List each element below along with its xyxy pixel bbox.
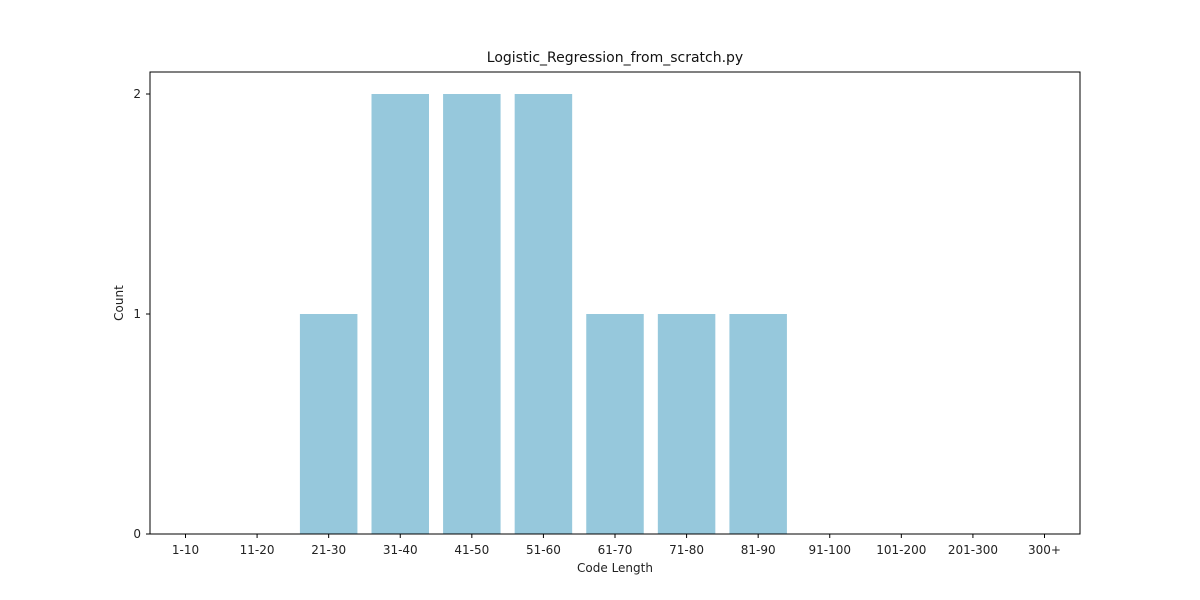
bar-61-70 [586, 314, 644, 534]
y-tick-label: 0 [133, 527, 141, 541]
bar-31-40 [371, 94, 429, 534]
bars-layer [299, 94, 787, 534]
x-tick-label: 1-10 [172, 543, 199, 557]
x-tick-label: 81-90 [741, 543, 776, 557]
bar-21-30 [299, 314, 358, 534]
x-tick-label: 300+ [1028, 543, 1061, 557]
bar-41-50 [443, 94, 501, 534]
x-tick-label: 101-200 [876, 543, 926, 557]
x-tick-label: 91-100 [808, 543, 851, 557]
x-tick-label: 11-20 [240, 543, 275, 557]
x-axis-title: Code Length [577, 561, 653, 575]
chart-title: Logistic_Regression_from_scratch.py [487, 50, 743, 66]
x-axis: 1-10 11-20 21-30 31-40 41-50 51-60 61-70 71-80 8… [172, 534, 1061, 557]
bar-51-60 [514, 94, 573, 534]
x-tick-label: 51-60 [526, 543, 561, 557]
y-tick-label: 1 [133, 307, 141, 321]
x-tick-label: 31-40 [383, 543, 418, 557]
x-tick-label: 201-300 [948, 543, 998, 557]
y-axis: 0 1 2 [133, 87, 150, 541]
bar-71-80 [657, 314, 716, 534]
x-tick-label: 71-80 [669, 543, 704, 557]
y-tick-label: 2 [133, 87, 141, 101]
x-tick-label: 61-70 [598, 543, 633, 557]
x-tick-label: 41-50 [454, 543, 489, 557]
y-axis-title: Count [112, 285, 126, 321]
x-tick-label: 21-30 [311, 543, 346, 557]
bar-81-90 [729, 314, 787, 534]
